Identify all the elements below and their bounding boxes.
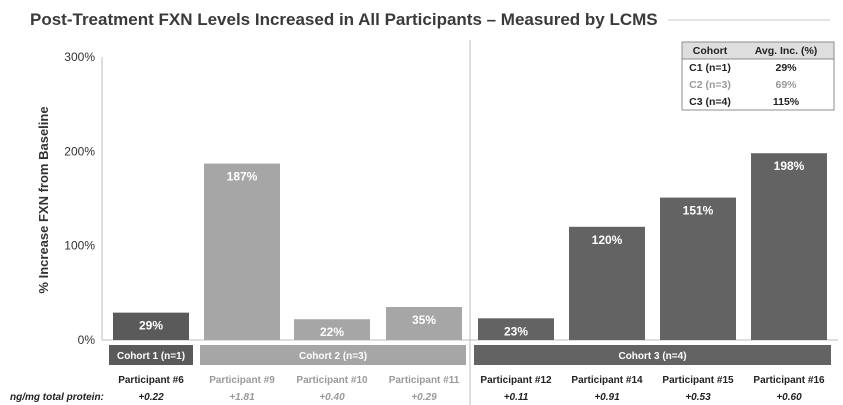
y-tick-label: 300% xyxy=(64,50,95,64)
participant-label: Participant #11 xyxy=(389,375,460,386)
y-axis-label: % Increase FXN from Baseline xyxy=(36,106,51,293)
participant-label: Participant #12 xyxy=(480,375,552,386)
cohort-band xyxy=(474,345,831,365)
bar-value-label: 23% xyxy=(504,324,528,338)
bar xyxy=(660,197,736,340)
table-cell: 29% xyxy=(775,62,797,74)
bar xyxy=(569,226,645,340)
bar-value-label: 29% xyxy=(139,319,163,333)
protein-value: +0.40 xyxy=(319,392,345,403)
participant-label: Participant #10 xyxy=(296,375,368,386)
bar xyxy=(386,306,462,340)
table-header-cell: Avg. Inc. (%) xyxy=(755,45,818,57)
participant-label: Participant #14 xyxy=(571,375,643,386)
cohort-label: Cohort 1 (n=1) xyxy=(117,351,185,362)
protein-value: +0.11 xyxy=(504,392,529,403)
cohort-label: Cohort 3 (n=4) xyxy=(618,351,686,362)
bar-value-label: 198% xyxy=(774,159,805,173)
participant-label: Participant #9 xyxy=(209,375,275,386)
bars: 29% 187% 22% 35% 23% 120% 151% 198% xyxy=(113,153,827,340)
bar-value-label: 120% xyxy=(592,233,623,247)
table-header-bg xyxy=(681,41,835,60)
cohort-band xyxy=(200,345,466,365)
bar-value-label: 22% xyxy=(320,325,344,339)
bar-value-label: 35% xyxy=(412,313,436,327)
table-header-cell: Cohort xyxy=(693,45,728,57)
protein-row-label: ng/mg total protein: xyxy=(10,392,104,403)
protein-value: +0.53 xyxy=(685,392,711,403)
participant-label: Participant #16 xyxy=(753,375,825,386)
table-cell: C3 (n=4) xyxy=(689,96,731,108)
table-cell: C1 (n=1) xyxy=(689,62,731,74)
participant-label: Participant #6 xyxy=(118,375,184,386)
protein-value: +1.81 xyxy=(229,392,255,403)
chart-title: Post-Treatment FXN Levels Increased in A… xyxy=(30,10,658,29)
table-cell: C2 (n=3) xyxy=(689,79,731,91)
y-tick-label: 100% xyxy=(64,239,95,253)
protein-value: +0.91 xyxy=(594,392,620,403)
bar xyxy=(204,163,280,340)
bar xyxy=(113,312,189,340)
summary-table: Cohort Avg. Inc. (%) C1 (n=1) 29% C2 (n=3) 69… xyxy=(681,41,835,111)
table-cell: 69% xyxy=(775,79,797,91)
cohort-band xyxy=(109,345,193,365)
bar-value-label: 187% xyxy=(227,170,258,184)
cohort-bands: Cohort 1 (n=1) Cohort 2 (n=3) Cohort 3 (n=… xyxy=(109,345,831,365)
participant-labels: Participant #6 Participant #9 Participant … xyxy=(118,375,825,386)
protein-value: +0.60 xyxy=(776,392,802,403)
bar xyxy=(751,153,827,340)
bar xyxy=(478,318,554,340)
table-cell: 115% xyxy=(773,96,800,108)
participant-label: Participant #15 xyxy=(662,375,734,386)
cohort-label: Cohort 2 (n=3) xyxy=(299,351,367,362)
y-tick-label: 200% xyxy=(64,144,95,158)
protein-values: +0.22 +1.81 +0.40 +0.29 +0.11 +0.91 +0.53 +0.60 xyxy=(138,392,802,403)
bar xyxy=(294,319,370,340)
bar-value-label: 151% xyxy=(683,204,714,218)
protein-value: +0.22 xyxy=(138,392,164,403)
protein-value: +0.29 xyxy=(411,392,437,403)
y-tick-label: 0% xyxy=(78,333,96,347)
y-tick-labels: 0% 100% 200% 300% xyxy=(64,50,95,347)
